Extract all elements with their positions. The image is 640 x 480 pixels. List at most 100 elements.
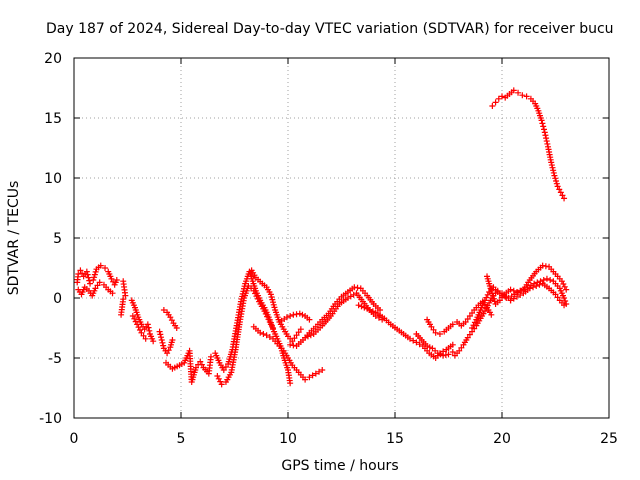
data-point — [540, 126, 547, 133]
data-point — [142, 335, 149, 342]
data-point — [297, 326, 304, 333]
data-point — [445, 351, 452, 358]
data-point — [263, 332, 270, 339]
data-point — [173, 325, 180, 331]
data-point — [250, 287, 257, 294]
data-point — [540, 123, 547, 130]
data-point — [553, 178, 560, 184]
series-trace-midday-5 — [278, 310, 313, 324]
x-tick-label: 5 — [177, 431, 186, 447]
data-point — [489, 290, 496, 297]
x-tick-label: 0 — [70, 431, 79, 447]
series-trace-afternoon-3 — [355, 302, 456, 361]
data-point — [517, 292, 524, 298]
data-point — [490, 295, 497, 302]
data-point — [113, 277, 120, 283]
data-point — [253, 293, 260, 300]
data-point — [449, 341, 456, 348]
data-point — [309, 372, 316, 379]
data-point — [553, 180, 560, 187]
data-points — [74, 87, 570, 388]
data-point — [122, 292, 129, 299]
data-point — [306, 374, 313, 381]
data-point — [307, 332, 314, 339]
data-point — [432, 329, 439, 336]
data-point — [306, 316, 313, 323]
data-point — [287, 313, 294, 319]
data-point — [109, 290, 116, 297]
data-point — [150, 338, 157, 345]
data-point — [207, 353, 214, 360]
series-trace-early-2 — [75, 279, 116, 299]
data-point — [550, 167, 557, 174]
data-point — [538, 117, 545, 124]
series-trace-morning-5 — [163, 347, 214, 385]
data-point — [413, 339, 420, 346]
data-point — [550, 169, 557, 176]
data-point — [548, 159, 555, 166]
data-point — [449, 321, 456, 328]
data-point — [266, 334, 273, 340]
data-point — [436, 331, 443, 337]
data-point — [169, 337, 176, 343]
y-tick-label: 20 — [44, 51, 62, 67]
data-point — [85, 274, 92, 281]
data-point — [159, 339, 166, 346]
data-point — [495, 95, 502, 102]
chart-title: Day 187 of 2024, Sidereal Day-to-day VTE… — [46, 21, 614, 37]
data-point — [257, 329, 264, 336]
data-point — [252, 290, 259, 297]
data-point — [549, 164, 556, 171]
y-tick-label: 0 — [53, 291, 62, 307]
data-point — [515, 89, 522, 96]
data-point — [264, 313, 271, 320]
data-point — [548, 162, 555, 169]
data-point — [536, 281, 543, 288]
x-axis-label: GPS time / hours — [281, 458, 398, 474]
data-point — [97, 262, 104, 269]
data-point — [434, 350, 441, 357]
data-point — [92, 268, 99, 275]
data-point — [510, 87, 517, 94]
data-point — [145, 324, 152, 331]
data-point — [424, 343, 431, 349]
data-point — [287, 380, 294, 387]
x-tick-label: 25 — [600, 431, 618, 447]
data-point — [406, 335, 413, 342]
data-point — [156, 328, 163, 335]
data-point — [90, 277, 97, 283]
data-point — [302, 376, 309, 383]
data-point — [416, 341, 423, 348]
data-point — [519, 92, 526, 99]
data-point — [260, 331, 267, 337]
data-point — [296, 310, 303, 317]
data-point — [449, 349, 456, 355]
data-point — [364, 305, 371, 312]
data-point — [312, 370, 319, 377]
data-point — [539, 120, 546, 127]
data-point — [319, 367, 326, 373]
data-point — [254, 295, 261, 302]
series-trace-afternoon-4 — [413, 331, 456, 359]
series-trace-morning-2 — [129, 313, 149, 342]
series-trace-morning-1 — [128, 297, 157, 345]
data-point — [283, 314, 290, 321]
data-point — [561, 295, 568, 301]
data-point — [262, 310, 269, 317]
data-point — [160, 307, 167, 313]
data-point — [561, 195, 568, 202]
y-tick-label: 15 — [44, 111, 62, 127]
data-point — [523, 93, 530, 100]
data-point — [563, 286, 570, 293]
data-point — [543, 138, 550, 145]
data-point — [551, 172, 558, 179]
data-point — [426, 344, 433, 351]
data-point — [160, 342, 167, 349]
data-point — [87, 280, 94, 287]
data-point — [488, 287, 495, 294]
data-point — [543, 135, 550, 142]
data-point — [492, 99, 499, 106]
data-point — [490, 293, 497, 300]
data-point — [355, 302, 362, 309]
